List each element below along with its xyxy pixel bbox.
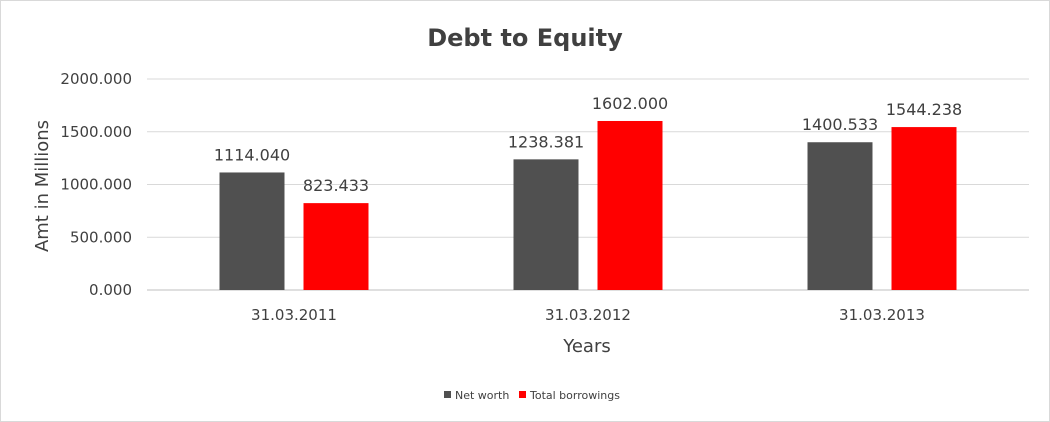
gridlines — [147, 78, 1029, 291]
y-tick-label: 2000.000 — [60, 70, 132, 88]
x-axis-ticks: 31.03.2011 31.03.2012 31.03.2013 — [251, 306, 925, 324]
y-tick-label: 1000.000 — [60, 176, 132, 194]
bar-net-worth — [219, 172, 285, 290]
x-tick-label: 31.03.2011 — [251, 306, 337, 324]
legend-swatch — [519, 391, 526, 398]
data-label: 823.433 — [303, 176, 369, 195]
chart-title: Debt to Equity — [427, 24, 623, 52]
data-label: 1602.000 — [592, 94, 668, 113]
y-tick-label: 0.000 — [89, 281, 132, 299]
bar-net-worth — [807, 142, 873, 290]
legend-label: Net worth — [455, 389, 509, 402]
y-axis-ticks: 0.000 500.000 1000.000 1500.000 2000.000 — [60, 70, 132, 299]
data-label: 1238.381 — [508, 132, 584, 151]
legend-swatch — [444, 391, 451, 398]
bar-total-borrowings — [597, 120, 663, 290]
y-tick-label: 1500.000 — [60, 123, 132, 141]
bars — [219, 120, 957, 291]
y-axis-title: Amt in Millions — [32, 120, 53, 252]
data-label: 1114.040 — [214, 145, 290, 164]
x-tick-label: 31.03.2012 — [545, 306, 631, 324]
data-labels: 1114.040 823.433 1238.381 1602.000 1400.533 1… — [214, 94, 962, 195]
y-tick-label: 500.000 — [70, 228, 132, 246]
data-label: 1544.238 — [886, 100, 962, 119]
bar-net-worth — [513, 159, 579, 290]
data-label: 1400.533 — [802, 115, 878, 134]
x-axis-title: Years — [562, 336, 611, 357]
bar-total-borrowings — [303, 203, 369, 290]
legend-label: Total borrowings — [529, 389, 620, 402]
bar-total-borrowings — [891, 127, 957, 291]
legend: Net worth Total borrowings — [444, 389, 620, 402]
x-tick-label: 31.03.2013 — [839, 306, 925, 324]
